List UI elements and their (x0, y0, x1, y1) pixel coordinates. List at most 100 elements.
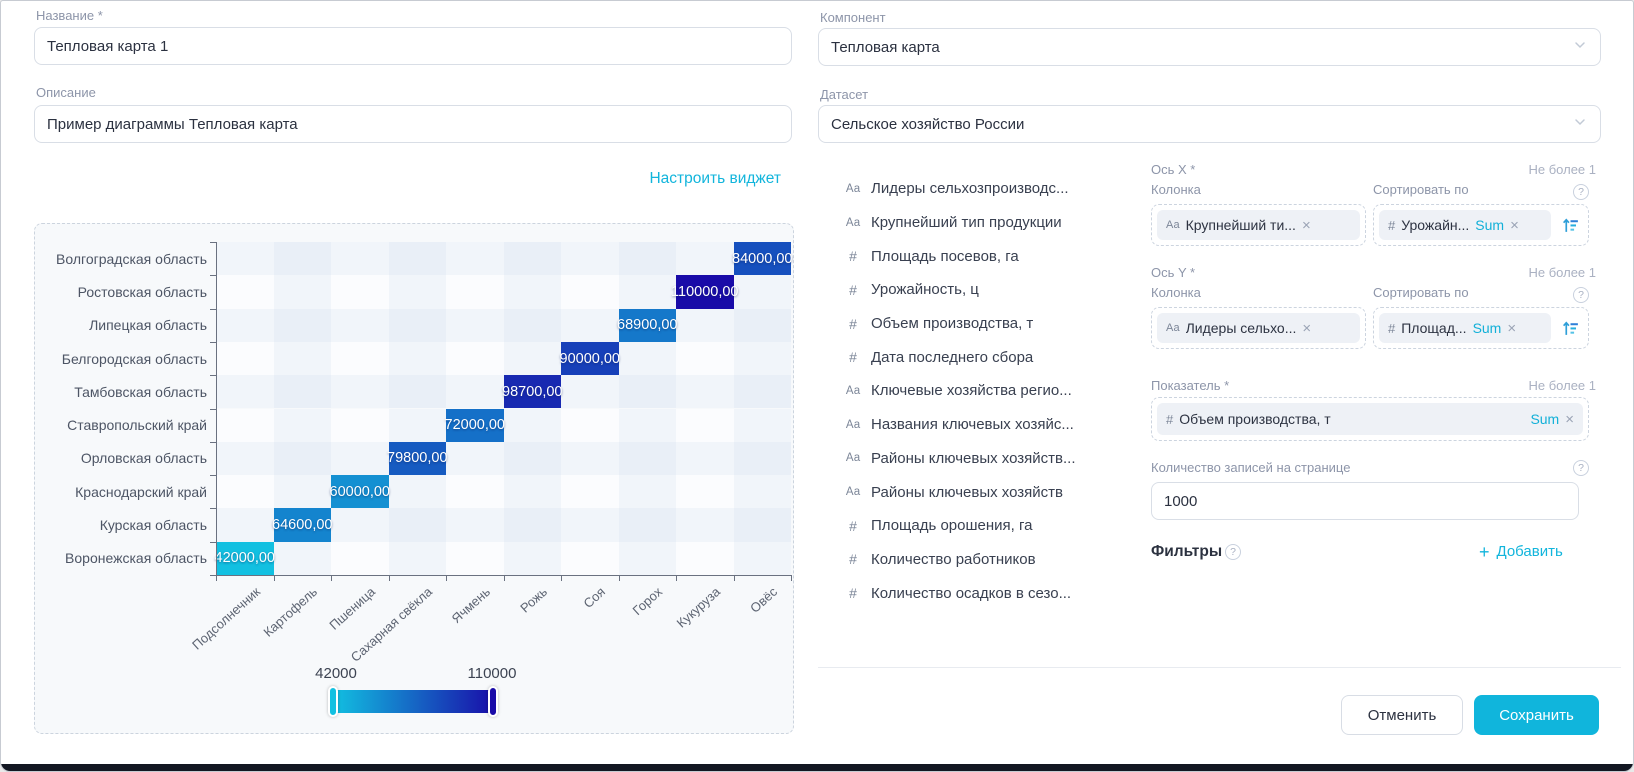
component-select[interactable]: Тепловая карта (818, 28, 1601, 66)
axis-y-sort-label: Сортировать по (1373, 285, 1469, 300)
heatmap-grid-cell (273, 441, 331, 476)
heatmap-grid-cell (503, 541, 561, 575)
heatmap-grid-cell (676, 341, 734, 376)
text-field-icon: Аа (1166, 219, 1180, 231)
heatmap-cell[interactable]: 42000,00 (215, 541, 275, 575)
dataset-field-item[interactable]: Аа Районы ключевых хозяйств... (843, 442, 1093, 476)
close-icon[interactable]: × (1507, 319, 1517, 337)
heatmap-grid-cell (216, 242, 274, 276)
axis-y-title: Ось Y * (1151, 265, 1196, 280)
dataset-field-item[interactable]: # Площадь орошения, га (843, 509, 1093, 543)
dataset-field-item[interactable]: # Объем производства, т (843, 307, 1093, 341)
heatmap-grid-cell (733, 275, 791, 309)
close-icon[interactable]: × (1301, 216, 1311, 234)
dataset-field-item[interactable]: Аа Крупнейший тип продукции (843, 206, 1093, 240)
close-icon[interactable]: × (1510, 216, 1519, 234)
heatmap-grid-cell (561, 541, 619, 575)
heatmap-grid-cell (216, 275, 274, 309)
heatmap-grid-cell (503, 308, 561, 342)
y-axis-label: Тамбовская область (74, 383, 207, 400)
axis-x-limit: Не более 1 (1528, 162, 1596, 177)
help-icon[interactable]: ? (1225, 544, 1241, 560)
axis-y-column-chip[interactable]: Аа Лидеры сельхо... × (1157, 313, 1360, 343)
heatmap-cell[interactable]: 110000,00 (671, 275, 738, 309)
heatmap-grid-cell (561, 308, 619, 342)
heatmap-cell[interactable]: 68900,00 (617, 308, 678, 342)
measure-dropzone[interactable]: # Объем производства, т Sum × (1151, 397, 1589, 441)
description-input[interactable] (34, 105, 792, 143)
dataset-field-item[interactable]: Аа Лидеры сельхозпроизводс... (843, 172, 1093, 206)
dataset-field-item[interactable]: Аа Ключевые хозяйства регио... (843, 374, 1093, 408)
y-axis-tick (210, 408, 216, 410)
legend-handle-max[interactable] (488, 686, 498, 717)
plus-icon: + (1479, 541, 1490, 562)
y-axis-label: Ставропольский край (67, 417, 207, 434)
axis-y-sort-dropzone[interactable]: # Площад... Sum × (1373, 307, 1589, 349)
axis-x-sort-dropzone[interactable]: # Урожайн... Sum × (1373, 204, 1589, 246)
axis-x-sort-chip[interactable]: # Урожайн... Sum × (1379, 210, 1551, 240)
configure-widget-link[interactable]: Настроить виджет (649, 170, 781, 187)
axis-x-column-chip[interactable]: Аа Крупнейший ти... × (1157, 210, 1360, 240)
dataset-field-item[interactable]: # Количество работников (843, 543, 1093, 577)
close-icon[interactable]: × (1302, 319, 1312, 337)
dataset-field-item[interactable]: # Количество осадков в сезо... (843, 576, 1093, 610)
add-filter-button[interactable]: + Добавить (1479, 541, 1563, 562)
save-button[interactable]: Сохранить (1474, 695, 1599, 735)
name-label: Название * (36, 8, 103, 23)
heatmap-grid-cell (618, 408, 676, 442)
cancel-button[interactable]: Отменить (1341, 695, 1463, 735)
page-size-input[interactable] (1151, 482, 1579, 520)
heatmap-grid-cell (446, 242, 504, 276)
heatmap-cell[interactable]: 64600,00 (272, 508, 333, 542)
heatmap-grid-cell (388, 475, 446, 509)
heatmap-preview-panel: 84000,00 110000,00 68900,00 90000,00 98700,0… (34, 223, 794, 734)
dataset-field-item[interactable]: # Дата последнего сбора (843, 340, 1093, 374)
window-bottom-edge (1, 764, 1633, 771)
heatmap-grid-cell (618, 441, 676, 476)
aggregation-label[interactable]: Sum (1475, 217, 1505, 233)
heatmap-grid-cell (388, 541, 446, 575)
heatmap-cell[interactable]: 98700,00 (502, 375, 563, 409)
heatmap-grid-cell (676, 441, 734, 476)
field-label: Количество осадков в сезо... (871, 584, 1072, 602)
sort-ascending-icon[interactable] (1557, 315, 1583, 341)
number-field-icon: # (849, 248, 857, 265)
name-input[interactable] (34, 27, 792, 65)
heatmap-grid-cell (676, 475, 734, 509)
field-label: Площадь орошения, га (871, 517, 1033, 535)
dataset-select[interactable]: Сельское хозяйство России (818, 105, 1601, 143)
aggregation-label[interactable]: Sum (1472, 320, 1502, 336)
heatmap-grid-cell (733, 441, 791, 476)
heatmap-cell[interactable]: 72000,00 (445, 408, 505, 442)
page-size-label: Количество записей на странице (1151, 460, 1351, 475)
heatmap-cell[interactable]: 90000,00 (560, 341, 620, 376)
text-field-icon: Аа (845, 384, 861, 397)
axis-x-column-dropzone[interactable]: Аа Крупнейший ти... × (1151, 204, 1366, 246)
text-field-icon: Аа (845, 486, 861, 499)
dataset-field-item[interactable]: Аа Районы ключевых хозяйств (843, 475, 1093, 509)
heatmap-cell[interactable]: 79800,00 (387, 441, 448, 476)
x-axis-tick (216, 575, 217, 581)
dataset-field-item[interactable]: # Урожайность, ц (843, 273, 1093, 307)
heatmap-cell[interactable]: 60000,00 (330, 475, 390, 509)
heatmap-grid-cell (446, 375, 504, 409)
aggregation-label[interactable]: Sum (1530, 411, 1560, 427)
heatmap-grid-cell (331, 408, 389, 442)
legend-handle-min[interactable] (328, 686, 338, 717)
heatmap-grid-cell (446, 441, 504, 476)
y-axis-tick (210, 242, 216, 243)
heatmap-grid-cell (273, 341, 331, 376)
close-icon[interactable]: × (1565, 410, 1574, 428)
sort-ascending-icon[interactable] (1557, 212, 1583, 238)
dataset-field-item[interactable]: # Площадь посевов, га (843, 239, 1093, 273)
heatmap-cell[interactable]: 84000,00 (732, 242, 793, 276)
add-filter-label: Добавить (1496, 543, 1563, 560)
axis-y-column-dropzone[interactable]: Аа Лидеры сельхо... × (1151, 307, 1366, 349)
help-icon[interactable]: ? (1573, 184, 1589, 200)
measure-chip[interactable]: # Объем производства, т Sum × (1157, 403, 1583, 435)
axis-y-sort-chip[interactable]: # Площад... Sum × (1379, 313, 1551, 343)
help-icon[interactable]: ? (1573, 287, 1589, 303)
help-icon[interactable]: ? (1573, 460, 1589, 476)
dataset-field-item[interactable]: Аа Названия ключевых хозяйс... (843, 408, 1093, 442)
y-axis-label: Ростовская область (77, 283, 207, 300)
